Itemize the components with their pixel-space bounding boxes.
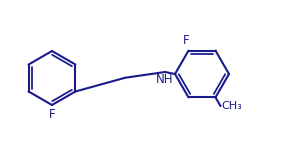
- Text: CH₃: CH₃: [222, 101, 242, 111]
- Text: NH: NH: [156, 73, 174, 86]
- Text: F: F: [183, 34, 190, 47]
- Text: F: F: [49, 109, 55, 122]
